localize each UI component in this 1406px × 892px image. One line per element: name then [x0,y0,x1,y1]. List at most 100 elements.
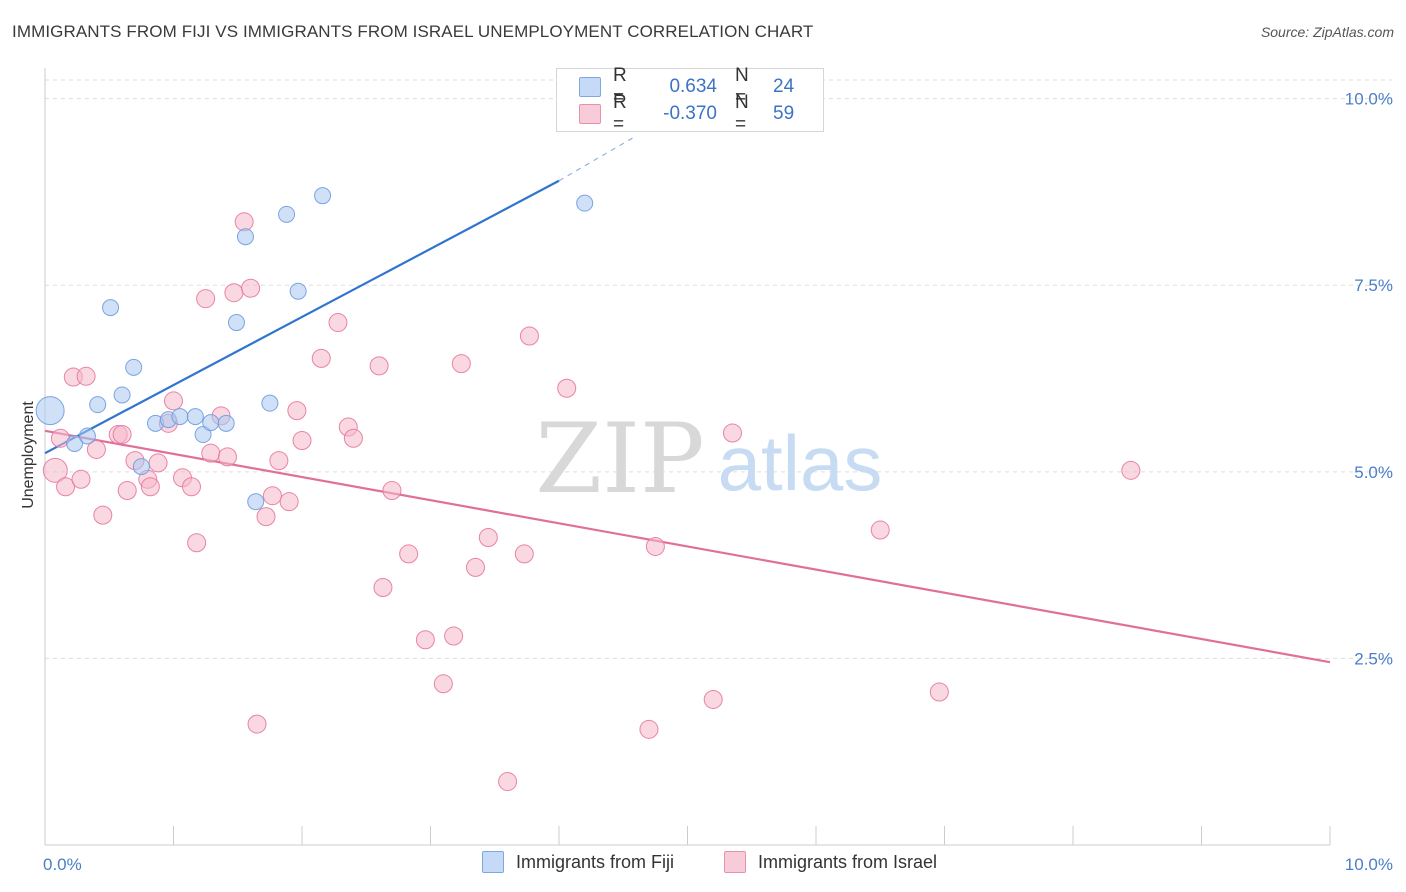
fiji-point [227,314,245,332]
israel-point [217,447,237,467]
fiji-point [35,396,65,426]
fiji-point [113,386,131,404]
israel-point [241,278,261,298]
israel-point [639,719,659,739]
israel-point [181,477,201,497]
israel-point [399,544,419,564]
fiji-point [66,434,84,452]
legend-n-value: 59 [773,103,795,124]
israel-point [224,283,244,303]
watermark-zip: ZIP [535,403,704,515]
legend-swatch-israel [724,851,746,873]
data-points [35,187,1141,792]
israel-point [86,439,106,459]
israel-point [140,477,160,497]
trend-line-fiji [44,179,560,455]
watermark: ZIP atlas [535,403,882,515]
israel-point [42,457,68,483]
israel-point [444,626,464,646]
fiji-point [247,493,265,511]
trend-lines [44,135,1331,664]
israel-point [187,533,207,553]
israel-point [148,453,168,473]
israel-point [498,772,518,792]
fiji-point [194,426,212,444]
israel-point [478,528,498,548]
y-tick-label: 2.5% [1354,649,1393,668]
israel-point [292,430,312,450]
y-tick-label: 10.0% [1345,90,1393,109]
legend-item-israel[interactable]: Immigrants from Israel [724,851,937,873]
legend-swatch-israel [579,104,601,124]
legend-r-value: 0.634 [669,76,717,97]
legend-n-value: 24 [773,76,795,97]
fiji-point [236,228,254,246]
israel-point [373,578,393,598]
fiji-point [125,358,143,376]
legend-n-label: N = [735,65,749,108]
legend-r-label: R = [613,65,627,108]
legend-r-label: R = [613,92,627,135]
israel-point [287,401,307,421]
israel-point [369,356,389,376]
israel-point [514,544,534,564]
trend-line-fiji-extension [558,135,637,182]
israel-point [256,507,276,527]
israel-point [415,630,435,650]
israel-point [433,674,453,694]
israel-point [117,480,137,500]
watermark-atlas: atlas [718,419,883,507]
israel-point [870,520,890,540]
chart-source: Source: ZipAtlas.com [1260,24,1394,40]
fiji-point [89,396,107,414]
israel-point [722,423,742,443]
fiji-point [102,299,120,317]
trend-line-israel [44,429,1331,664]
y-tick-label: 5.0% [1354,463,1393,482]
israel-point [76,366,96,386]
y-tick-label: 7.5% [1354,276,1393,295]
legend-n-label: N = [735,92,749,135]
tick-labels: 2.5% 5.0% 7.5% 10.0% 0.0% 10.0% [43,90,1393,874]
fiji-point [78,427,96,445]
legend-r-value: -0.370 [663,103,717,124]
israel-point [71,469,91,489]
israel-point [311,348,331,368]
legend-swatch-fiji [579,77,601,97]
fiji-point [132,458,150,476]
x-tick-label: 0.0% [43,855,82,874]
fiji-point [289,282,307,300]
israel-point [164,391,183,411]
israel-point [328,313,348,333]
israel-point [262,486,282,506]
grid-lines [45,79,1392,659]
fiji-point [278,205,296,223]
israel-point [1121,460,1141,480]
israel-point [557,378,577,398]
legend-label-israel: Immigrants from Israel [758,851,938,872]
israel-point [465,557,485,577]
israel-point [703,689,723,709]
israel-point [112,425,132,445]
y-axis-title: Unemployment [20,401,37,509]
israel-point [93,505,113,525]
correlation-legend: R = 0.634 N = 24 R = -0.370 N = 59 [556,65,824,135]
chart-title: IMMIGRANTS FROM FIJI VS IMMIGRANTS FROM … [12,22,814,41]
israel-point [343,428,363,448]
israel-point [247,714,267,734]
israel-point [382,480,402,500]
israel-point [269,451,289,471]
fiji-point [314,187,332,205]
x-tick-label: 10.0% [1345,855,1393,874]
fiji-point [202,414,220,432]
israel-point [519,326,539,346]
fiji-point [186,408,204,426]
israel-point [201,443,221,463]
legend-item-fiji[interactable]: Immigrants from Fiji [482,851,674,873]
fiji-point [261,394,279,412]
israel-point [929,682,949,702]
legend-label-fiji: Immigrants from Fiji [516,851,675,872]
israel-point [645,536,665,556]
axes [44,68,1331,846]
